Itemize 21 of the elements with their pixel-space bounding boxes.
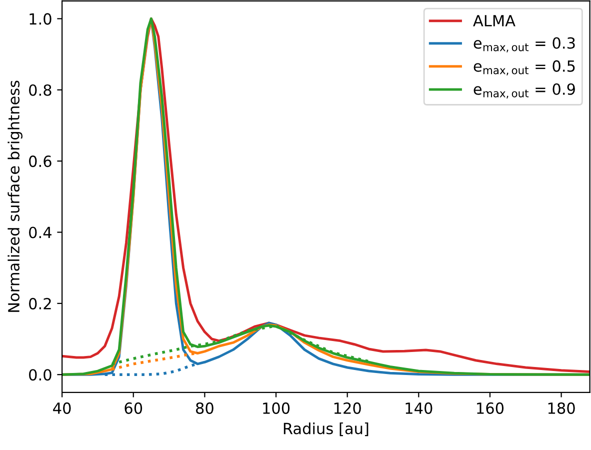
y-tick-label: 0.2 xyxy=(29,298,51,310)
y-tick-label: 0.0 xyxy=(29,369,52,381)
legend-label: e$_{max,out}$ = 0.9 xyxy=(474,83,575,98)
y-tick-label: 0.8 xyxy=(29,84,52,96)
legend-label: e$_{max,out}$ = 0.5 xyxy=(474,60,575,76)
x-tick-label: 140 xyxy=(406,402,432,414)
x-tick-label: 40 xyxy=(53,402,71,414)
y-tick-label: 1.0 xyxy=(30,13,52,25)
x-tick-label: 60 xyxy=(124,402,142,414)
x-tick-label: 160 xyxy=(477,402,504,414)
x-tick-label: 100 xyxy=(263,402,290,414)
y-tick-label: 0.6 xyxy=(29,156,52,168)
legend-label: e$_{max,out}$ = 0.3 xyxy=(474,37,575,52)
legend-label: ALMA xyxy=(473,15,516,26)
y-tick-label: 0.4 xyxy=(29,226,52,238)
line-series xyxy=(110,324,370,366)
x-tick-label: 80 xyxy=(196,402,214,414)
x-tick-label: 180 xyxy=(548,402,575,414)
x-axis-title: Radius [au] xyxy=(284,422,368,436)
y-axis-title: Normalized surface brightness xyxy=(8,80,22,312)
x-tick-label: 120 xyxy=(334,402,361,414)
